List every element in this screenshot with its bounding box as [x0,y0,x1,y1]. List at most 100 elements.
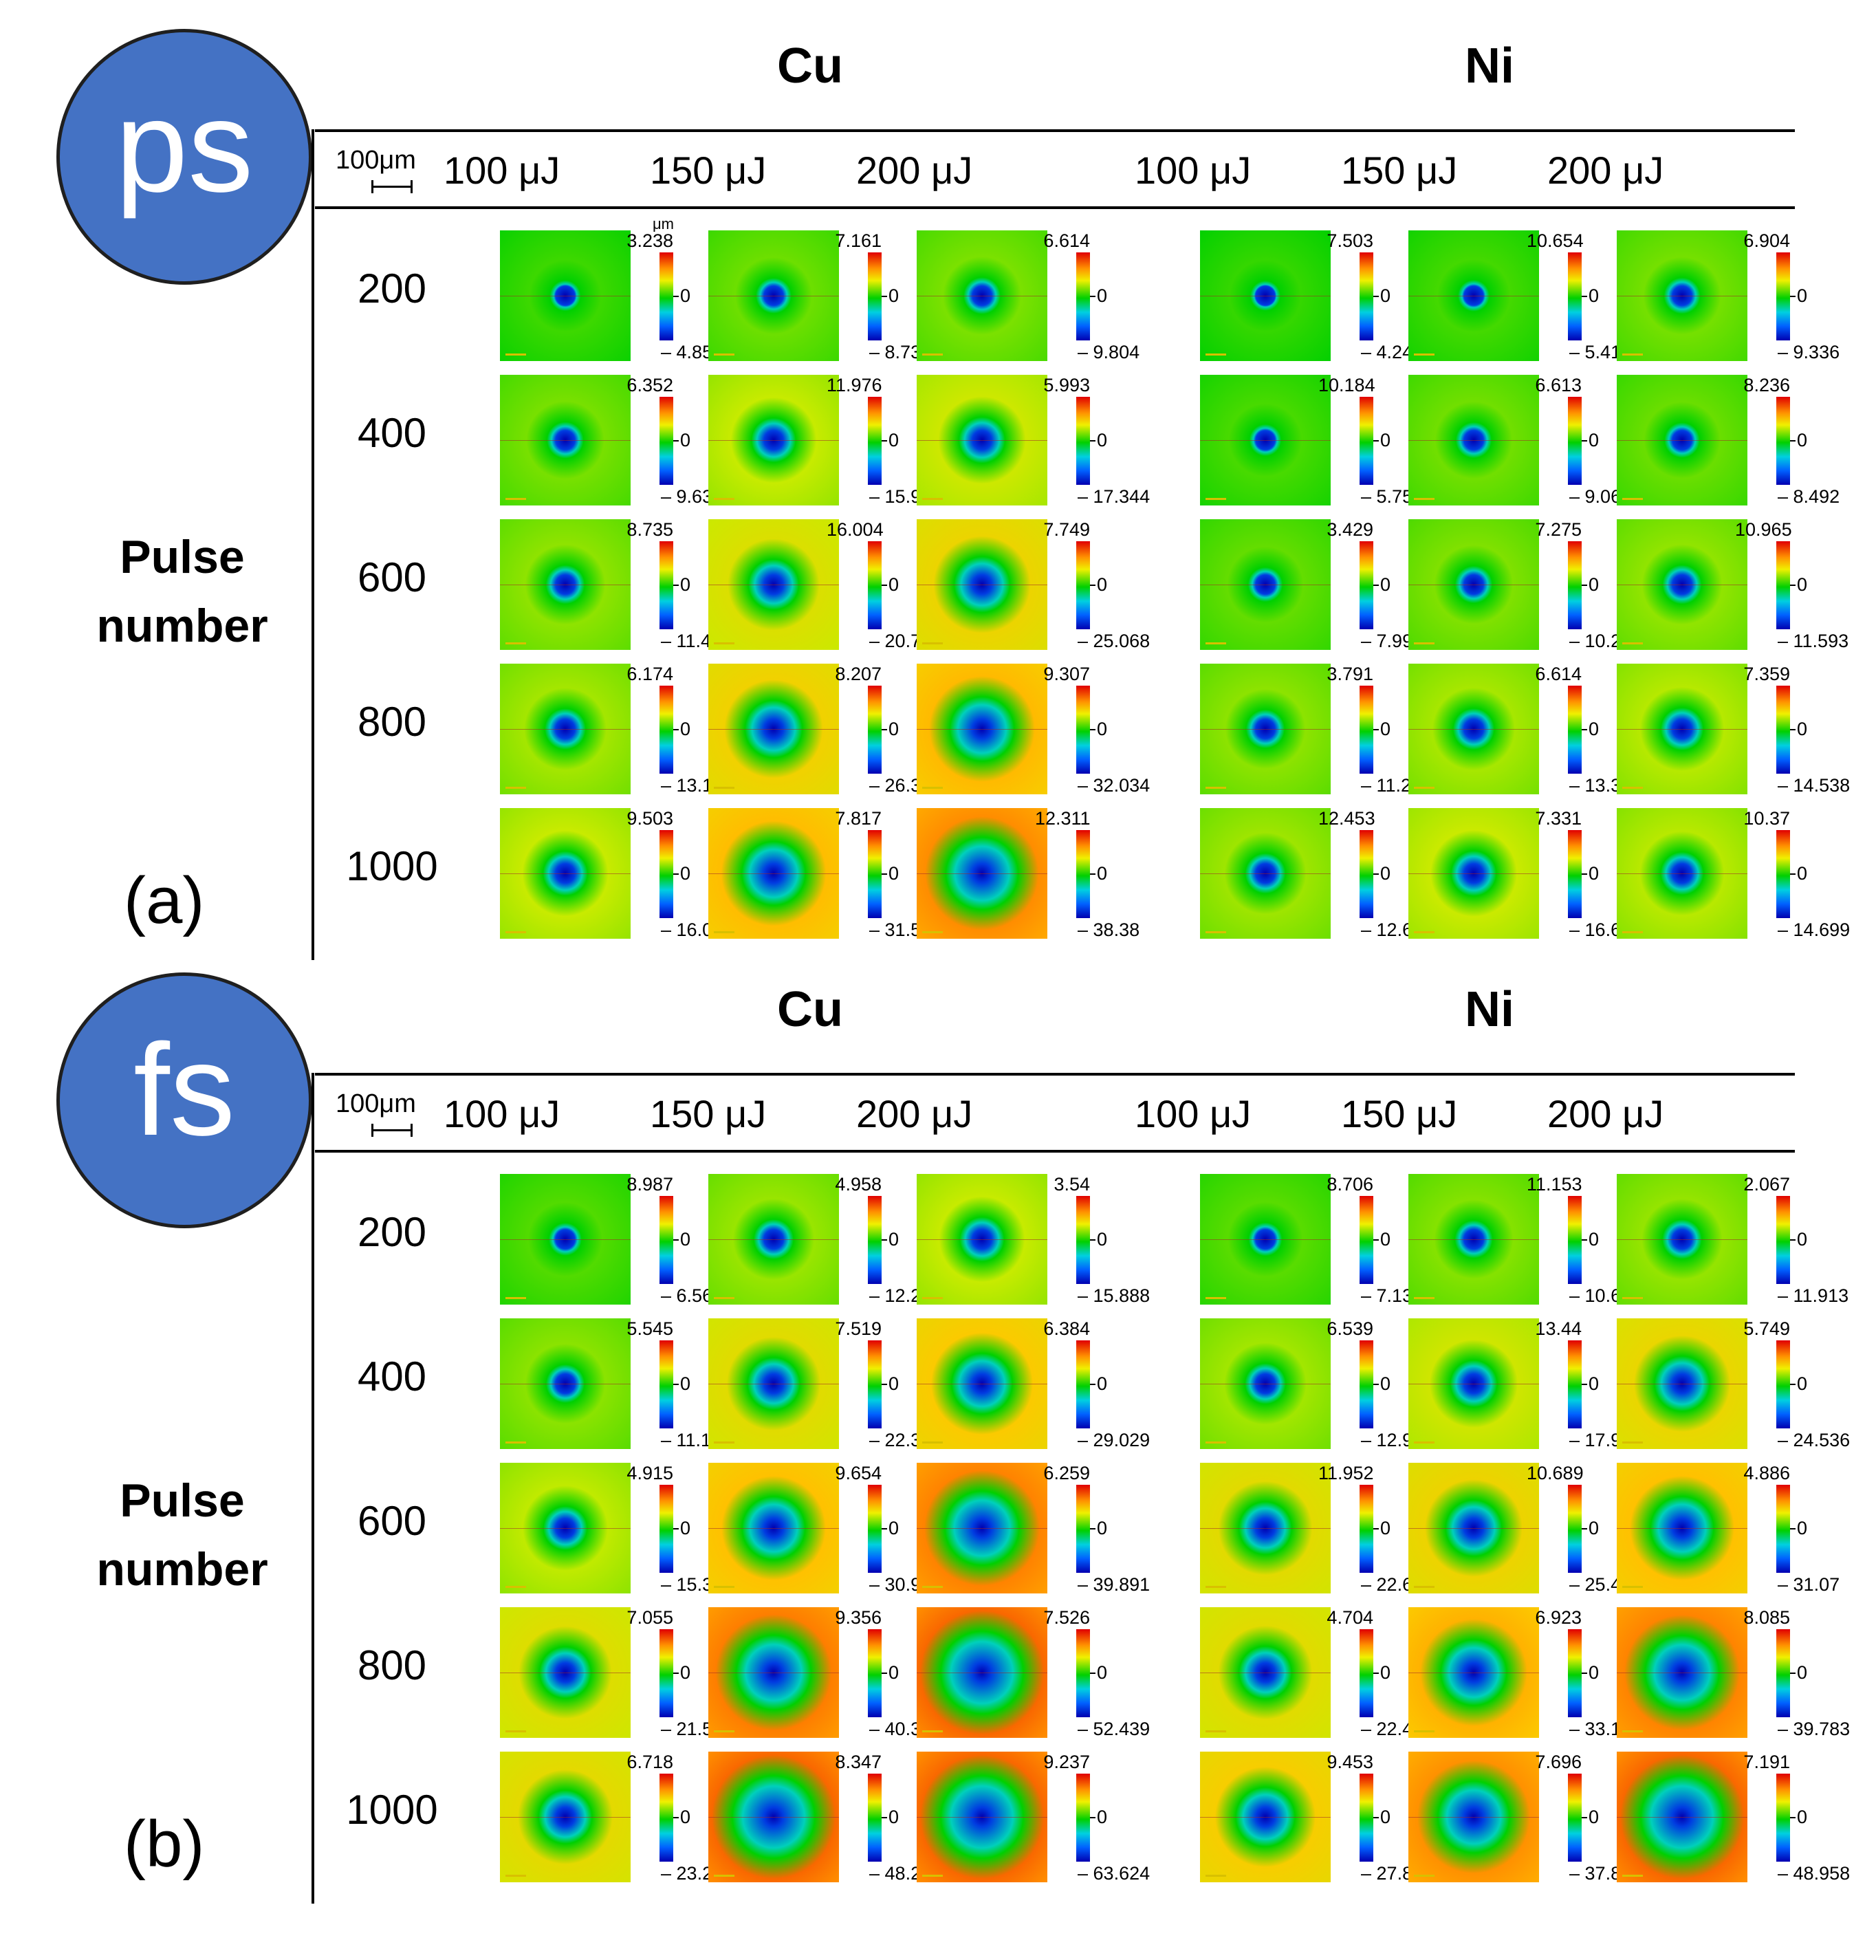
colorbar-max-value: 11.952 [1318,1463,1374,1483]
pulse-energy-header: 200 μJ [1547,1092,1664,1135]
colorbar-max-value: 10.689 [1527,1463,1584,1483]
colorbar [868,397,882,485]
height-map [1200,1463,1331,1593]
colorbar-zero-tick [1582,1528,1587,1529]
profile-cell: 7.50304.248 [1200,230,1423,362]
colorbar-zero-label: 0 [1380,1518,1391,1538]
axis-label-line: Pulse [120,531,245,583]
colorbar [1076,830,1090,918]
profile-line [708,873,839,874]
colorbar-min-value: 17.344 [1078,486,1150,507]
colorbar-zero-label: 0 [1589,1662,1600,1683]
colorbar-min-value: 11.593 [1778,631,1849,651]
colorbar-min-value: 24.536 [1778,1430,1851,1450]
colorbar-zero-label: 0 [1589,719,1600,739]
map-scale-bar [1622,787,1643,789]
colorbar-max-value: 6.384 [1043,1318,1090,1339]
colorbar-zero-label: 0 [888,719,899,739]
map-scale-bar [505,1586,526,1588]
colorbar-min-value: 48.958 [1778,1863,1851,1884]
colorbar-zero-label: 0 [1797,1662,1808,1683]
colorbar-max-value: 7.275 [1535,519,1582,540]
pulse-number-label: 800 [357,1642,427,1688]
colorbar [659,541,673,629]
profile-line [708,729,839,730]
colorbar [1360,1196,1373,1284]
colorbar-max-value: 10.37 [1743,808,1790,829]
colorbar-min-value: 8.492 [1778,486,1840,507]
colorbar-min-value: 63.624 [1078,1863,1150,1884]
colorbar-zero-tick [1090,1817,1095,1818]
colorbar [1360,686,1373,774]
colorbar-zero-tick [1090,873,1095,875]
height-map [500,230,631,361]
map-scale-bar [1622,931,1643,933]
colorbar-min-value: 11.913 [1778,1285,1849,1306]
colorbar-zero-tick [1373,1673,1379,1674]
profile-cell: 3.42907.996 [1200,519,1423,651]
height-map [1408,1463,1539,1593]
height-map [917,230,1047,361]
colorbar-max-value: 5.993 [1043,375,1090,395]
colorbar [1568,1629,1582,1717]
colorbar-zero-tick [882,1239,887,1241]
pulse-number-label: 1000 [346,843,438,889]
colorbar-min-value: 17.9 [1569,1430,1622,1450]
height-map [1200,230,1331,361]
height-map [708,1752,839,1882]
colorbar-max-value: 8.735 [626,519,673,540]
colorbar [1360,1629,1373,1717]
colorbar [868,1774,882,1862]
map-scale-bar [922,642,943,644]
colorbar-zero-label: 0 [1097,719,1108,739]
colorbar-zero-label: 0 [1380,1229,1391,1250]
height-map [1200,1752,1331,1882]
colorbar-zero-tick [882,1384,887,1385]
colorbar [1360,252,1373,340]
profile-cell: 10.965 0 11.593 [1617,519,1848,651]
map-scale-bar [922,1441,943,1444]
map-scale-bar [505,498,526,500]
colorbar-max-value: 9.503 [626,808,673,829]
colorbar-zero-tick [1090,1239,1095,1241]
map-scale-bar [1622,1730,1643,1732]
colorbar-zero-label: 0 [1097,863,1108,884]
colorbar-zero-tick [1090,440,1095,442]
colorbar-zero-label: 0 [1797,574,1808,595]
profile-line [1617,440,1747,441]
map-scale-bar [922,1875,943,1877]
colorbar-zero-tick [673,585,679,586]
map-scale-bar [505,1441,526,1444]
colorbar-max-value: 6.613 [1535,375,1582,395]
colorbar-zero-tick [882,729,887,730]
colorbar-zero-label: 0 [888,574,899,595]
profile-line [1617,729,1747,730]
colorbar-max-value: 9.237 [1043,1752,1090,1772]
map-scale-bar [1414,353,1435,356]
colorbar [1568,397,1582,485]
map-scale-bar [714,1730,734,1732]
colorbar-max-value: 9.307 [1043,664,1090,684]
colorbar-zero-label: 0 [888,1662,899,1683]
colorbar [1568,1485,1582,1573]
profile-cell: 6.923033.164 [1408,1607,1642,1739]
colorbar-zero-label: 0 [1797,863,1808,884]
height-map [708,230,839,361]
profile-line [500,1528,631,1529]
colorbar [868,830,882,918]
profile-cell: 4.704022.49 [1200,1607,1423,1739]
height-map [500,1752,631,1882]
profile-line [1200,1817,1331,1818]
colorbar-max-value: 7.696 [1535,1752,1582,1772]
colorbar-zero-label: 0 [888,1373,899,1394]
axis-label-line: Pulse [120,1474,245,1527]
height-map [500,1174,631,1305]
colorbar [1360,541,1373,629]
colorbar-zero-label: 0 [1380,574,1391,595]
colorbar-zero-label: 0 [680,1518,691,1538]
pulse-number-label: 600 [357,554,427,600]
profile-line [500,440,631,441]
height-map [1200,375,1331,505]
profile-line [917,440,1047,441]
